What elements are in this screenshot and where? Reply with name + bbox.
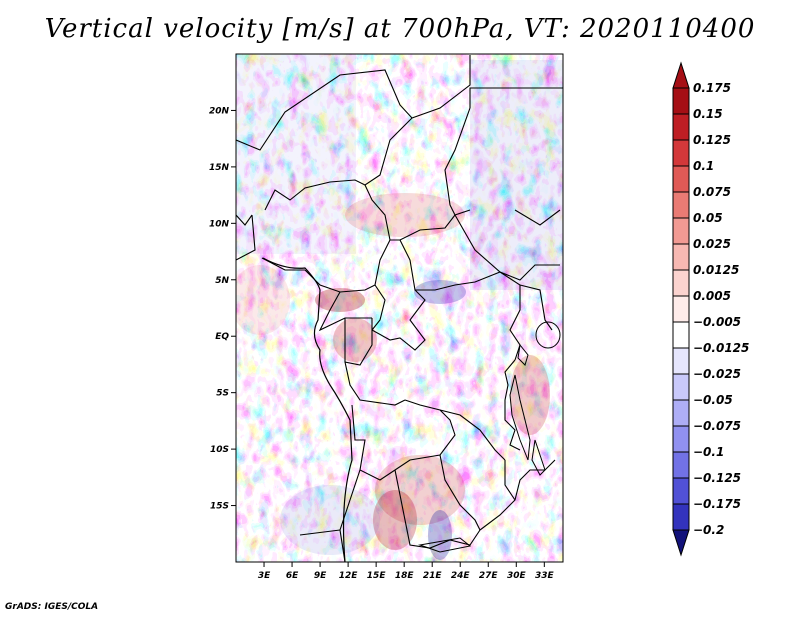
colorbar-swatch (672, 477, 690, 505)
lon-tick-label: 12E (339, 571, 359, 581)
map-frame (235, 53, 564, 563)
lon-tick-label: 33E (535, 571, 555, 581)
colorbar-label: 0.005 (693, 289, 731, 303)
colorbar-label: 0.075 (693, 185, 731, 199)
colorbar-label: 0.1 (693, 159, 714, 173)
lat-tick-label: EQ (215, 332, 229, 342)
colorbar-swatch (672, 425, 690, 453)
lat-tick-label: 15S (210, 502, 229, 512)
lake-outlines (418, 321, 561, 553)
colorbar-swatch (672, 217, 690, 245)
colorbar-swatch (672, 373, 690, 401)
colorbar-swatch (672, 503, 690, 531)
colorbar-swatch (672, 451, 690, 479)
colorbar-label: 0.05 (693, 211, 723, 225)
latitude-axis: 20N 15N 10N 5N EQ 5S 10S 15S (209, 106, 236, 512)
lat-tick-label: 5S (216, 389, 229, 399)
colorbar-swatch (672, 295, 690, 323)
colorbar-label: 0.0125 (693, 263, 739, 277)
lon-tick-label: 9E (314, 571, 327, 581)
colorbar-swatch (672, 347, 690, 375)
colorbar-swatch (672, 139, 690, 167)
vertical-velocity-field (236, 54, 563, 562)
colorbar-label: 0.125 (693, 133, 731, 147)
colorbar-label: 0.025 (693, 237, 731, 251)
lon-tick-label: 3E (258, 571, 271, 581)
colorbar-label: 0.15 (693, 107, 723, 121)
lat-tick-label: 5N (215, 276, 229, 286)
lat-tick-label: 10S (210, 445, 229, 455)
colorbar-swatch (672, 87, 690, 115)
colorbar-swatch (672, 165, 690, 193)
colorbar-label: 0.175 (693, 81, 731, 95)
lon-tick-label: 24E (451, 571, 471, 581)
colorbar-label: −0.125 (693, 471, 741, 485)
colorbar-swatch (672, 243, 690, 271)
colorbar-label: −0.175 (693, 497, 741, 511)
longitude-axis: 3E 6E 9E 12E 15E 18E 21E 24E 27E 30E 33E (258, 562, 555, 581)
coastline (262, 257, 353, 562)
lon-tick-label: 30E (507, 571, 527, 581)
colorbar-label: −0.005 (693, 315, 741, 329)
lon-tick-label: 27E (479, 571, 499, 581)
figure-title: Vertical velocity [m/s] at 700hPa, VT: 2… (44, 14, 756, 44)
colorbar-swatch (672, 321, 690, 349)
colorbar-label: −0.2 (693, 523, 724, 537)
colorbar-label: −0.075 (693, 419, 741, 433)
colorbar-swatch (672, 399, 690, 427)
colorbar-swatch (672, 191, 690, 219)
lat-tick-label: 20N (209, 106, 230, 116)
lon-tick-label: 21E (423, 571, 443, 581)
lon-tick-label: 6E (286, 571, 299, 581)
colorbar-swatch (672, 269, 690, 297)
colorbar-label: −0.05 (693, 393, 733, 407)
lon-tick-label: 15E (367, 571, 387, 581)
colorbar-bottom-triangle (672, 529, 690, 557)
colorbar: 0.175 0.15 0.125 0.1 0.075 0.05 0.025 0.0125 0.0… (672, 61, 749, 557)
colorbar-label: −0.0125 (693, 341, 749, 355)
colorbar-label: −0.1 (693, 445, 724, 459)
colorbar-swatch (672, 113, 690, 141)
colorbar-top-triangle (672, 61, 690, 89)
colorbar-label: −0.025 (693, 367, 741, 381)
lat-tick-label: 10N (209, 219, 230, 229)
lon-tick-label: 18E (395, 571, 415, 581)
grads-credit: GrADS: IGES/COLA (5, 602, 99, 612)
lat-tick-label: 15N (209, 163, 230, 173)
